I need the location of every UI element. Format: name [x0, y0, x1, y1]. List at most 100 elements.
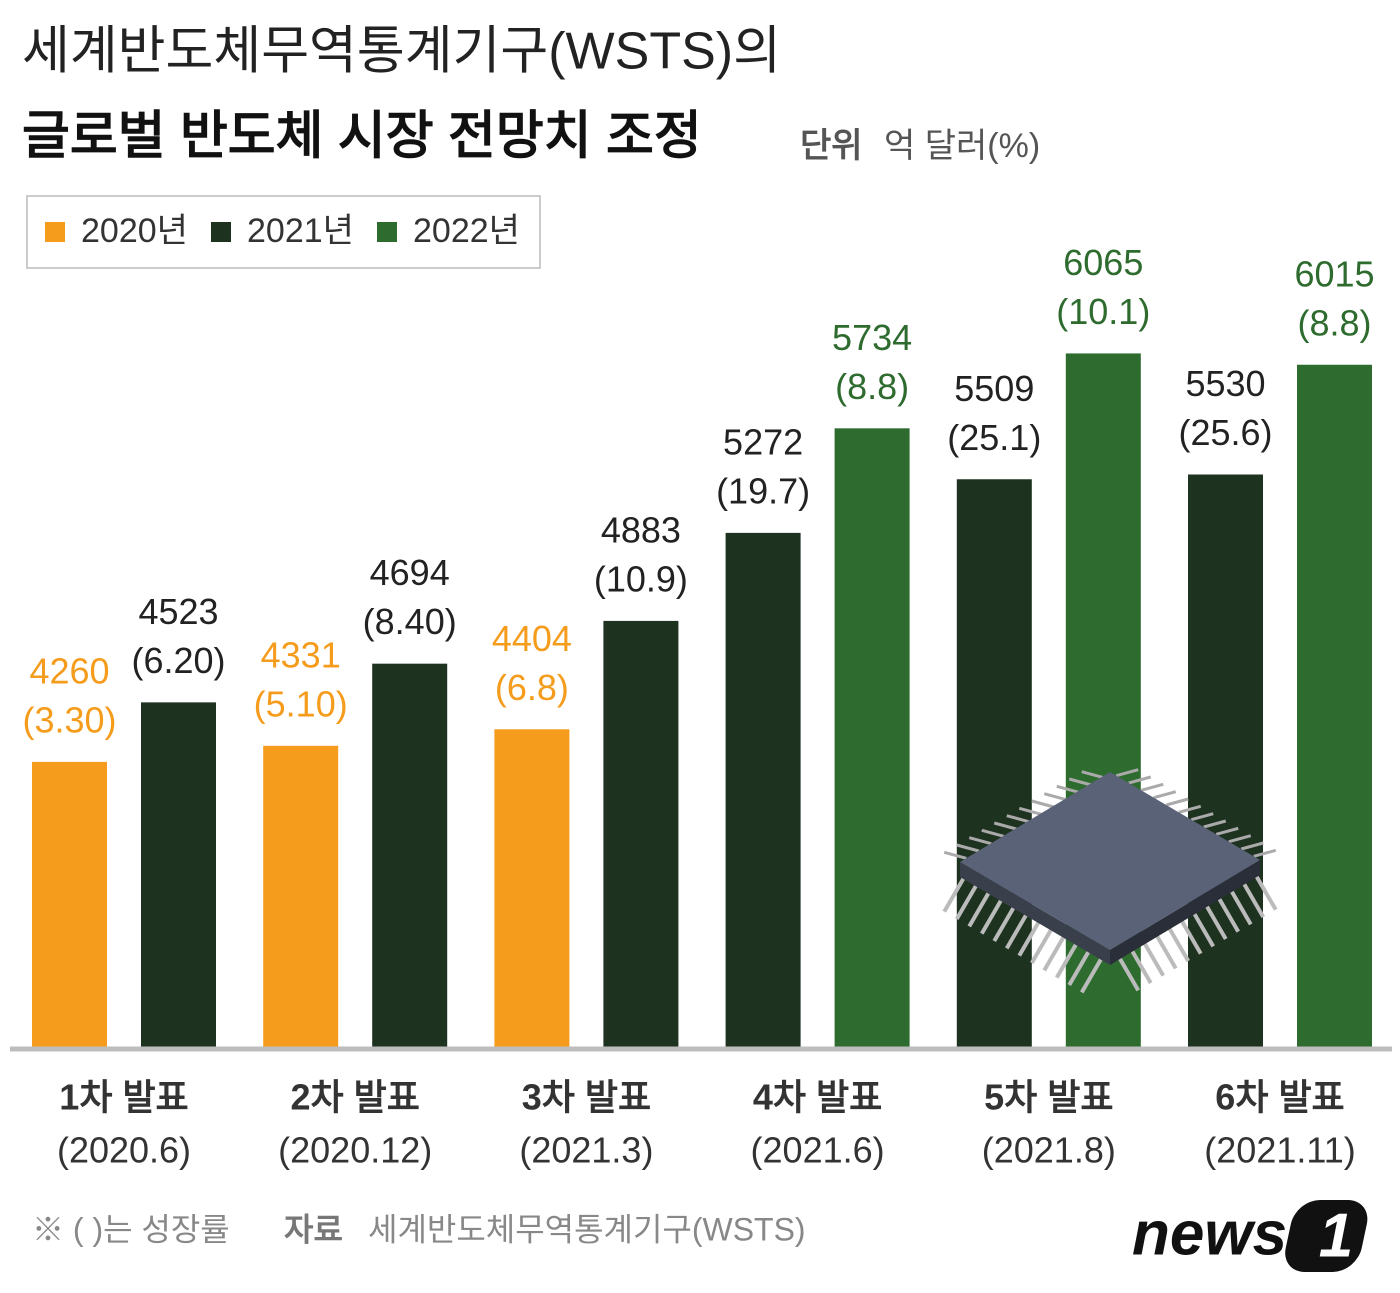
x-tick-sublabel: (2021.3) — [519, 1130, 653, 1171]
bar — [32, 761, 107, 1047]
growth-label: (5.10) — [254, 683, 348, 724]
x-tick-sublabel: (2020.12) — [278, 1130, 432, 1171]
growth-label: (6.8) — [495, 667, 569, 708]
chip-pin — [1068, 777, 1092, 787]
chip-pin — [1067, 945, 1093, 987]
chip-pin — [967, 887, 993, 928]
value-label: 4404 — [492, 618, 572, 659]
chip-pin — [992, 901, 1018, 943]
legend-label: 2020년 — [81, 212, 188, 250]
logo-mark: 1 — [1319, 1201, 1353, 1270]
chip-pin — [1252, 870, 1278, 911]
chip-pin — [942, 872, 968, 913]
chip-pin — [1190, 812, 1214, 822]
x-tick-label: 3차 발표 — [522, 1077, 651, 1118]
unit-label: 단위 — [800, 127, 863, 165]
chip-pin — [968, 836, 992, 846]
bar — [263, 745, 339, 1047]
growth-label: (8.40) — [363, 601, 457, 642]
value-label: 4523 — [138, 591, 218, 632]
chip-pin — [1080, 953, 1106, 994]
x-tick-label: 4차 발표 — [753, 1077, 882, 1118]
chip-pin — [981, 828, 1005, 838]
bar — [1297, 364, 1372, 1048]
chip-pin — [1140, 782, 1164, 792]
chip-pin — [956, 843, 980, 853]
legend-swatch — [377, 222, 397, 242]
note: ※ ( )는 성장률 — [32, 1211, 230, 1247]
growth-label: (8.8) — [835, 366, 909, 407]
value-label: 5530 — [1185, 363, 1265, 404]
x-tick-sublabel: (2021.8) — [982, 1130, 1116, 1171]
bar — [141, 702, 216, 1047]
chip-pin — [1203, 819, 1227, 829]
chip-pin — [1239, 877, 1265, 919]
growth-label: (25.1) — [947, 417, 1041, 458]
growth-label: (10.1) — [1056, 291, 1150, 332]
x-tick-label: 2차 발표 — [291, 1077, 420, 1118]
value-label: 5509 — [954, 368, 1034, 409]
chip-pin — [1228, 834, 1252, 844]
value-label: 5272 — [723, 421, 803, 462]
chip-pin — [1128, 775, 1152, 785]
growth-label: (3.30) — [22, 699, 116, 740]
chart-title: 세계반도체무역통계기구(WSTS)의 — [22, 23, 781, 81]
chip-pin — [1152, 929, 1178, 970]
chart-subtitle: 글로벌 반도체 시장 전망치 조정 — [22, 108, 702, 166]
value-label: 4260 — [29, 650, 109, 691]
chip-pin — [1227, 885, 1253, 926]
bar — [494, 729, 570, 1047]
chip-pin — [993, 821, 1017, 831]
legend-label: 2021년 — [247, 212, 354, 250]
x-tick-sublabel: (2021.6) — [751, 1130, 885, 1171]
logo: news — [1132, 1199, 1287, 1268]
growth-label: (19.7) — [716, 470, 810, 511]
legend: 2020년 2021년 2022년 — [45, 212, 520, 250]
chip-side — [960, 862, 1110, 965]
x-tick-label: 5차 발표 — [984, 1077, 1113, 1118]
value-label: 6015 — [1294, 253, 1374, 294]
value-label: 4331 — [261, 634, 341, 675]
value-label: 4883 — [601, 509, 681, 550]
chip-pin — [1240, 841, 1264, 851]
chip-side — [1110, 860, 1260, 965]
chip-pin — [1043, 792, 1067, 802]
x-tick-label: 6차 발표 — [1215, 1077, 1344, 1118]
chip-pin — [955, 879, 981, 921]
bars — [32, 353, 1372, 1048]
value-label: 6065 — [1063, 242, 1143, 283]
chip-pin — [1056, 784, 1080, 794]
chip-illustration — [942, 768, 1278, 994]
legend-label: 2022년 — [413, 212, 520, 250]
chip-pin — [1177, 914, 1203, 955]
chip-top — [960, 772, 1260, 950]
chip-pin — [1202, 899, 1228, 941]
x-tick-sublabel: (2021.11) — [1204, 1130, 1355, 1171]
chip-pin — [1031, 799, 1055, 809]
chip-pin — [1055, 938, 1081, 979]
bar — [603, 620, 679, 1047]
growth-label: (25.6) — [1178, 412, 1272, 453]
chip-pin — [1018, 806, 1042, 816]
value-label: 5734 — [832, 317, 912, 358]
chip-pin — [1165, 797, 1189, 807]
chip-pin — [1006, 814, 1030, 824]
bar — [1188, 474, 1263, 1047]
x-tick-label: 1차 발표 — [59, 1077, 188, 1118]
chip-pin — [1153, 790, 1177, 800]
chip-pin — [943, 850, 967, 860]
bar — [725, 532, 801, 1047]
chip-pin — [1115, 768, 1139, 778]
chip-pin — [1178, 804, 1202, 814]
x-tick-sublabel: (2020.6) — [57, 1130, 191, 1171]
bar — [834, 428, 910, 1048]
chip-pin — [1042, 931, 1068, 972]
chip-pin — [1164, 921, 1190, 963]
legend-swatch — [211, 222, 231, 242]
growth-label: (10.9) — [594, 558, 688, 599]
chip-pin — [1030, 923, 1056, 965]
logo-badge — [1285, 1200, 1368, 1272]
bar — [956, 479, 1032, 1047]
legend-swatch — [45, 222, 65, 242]
